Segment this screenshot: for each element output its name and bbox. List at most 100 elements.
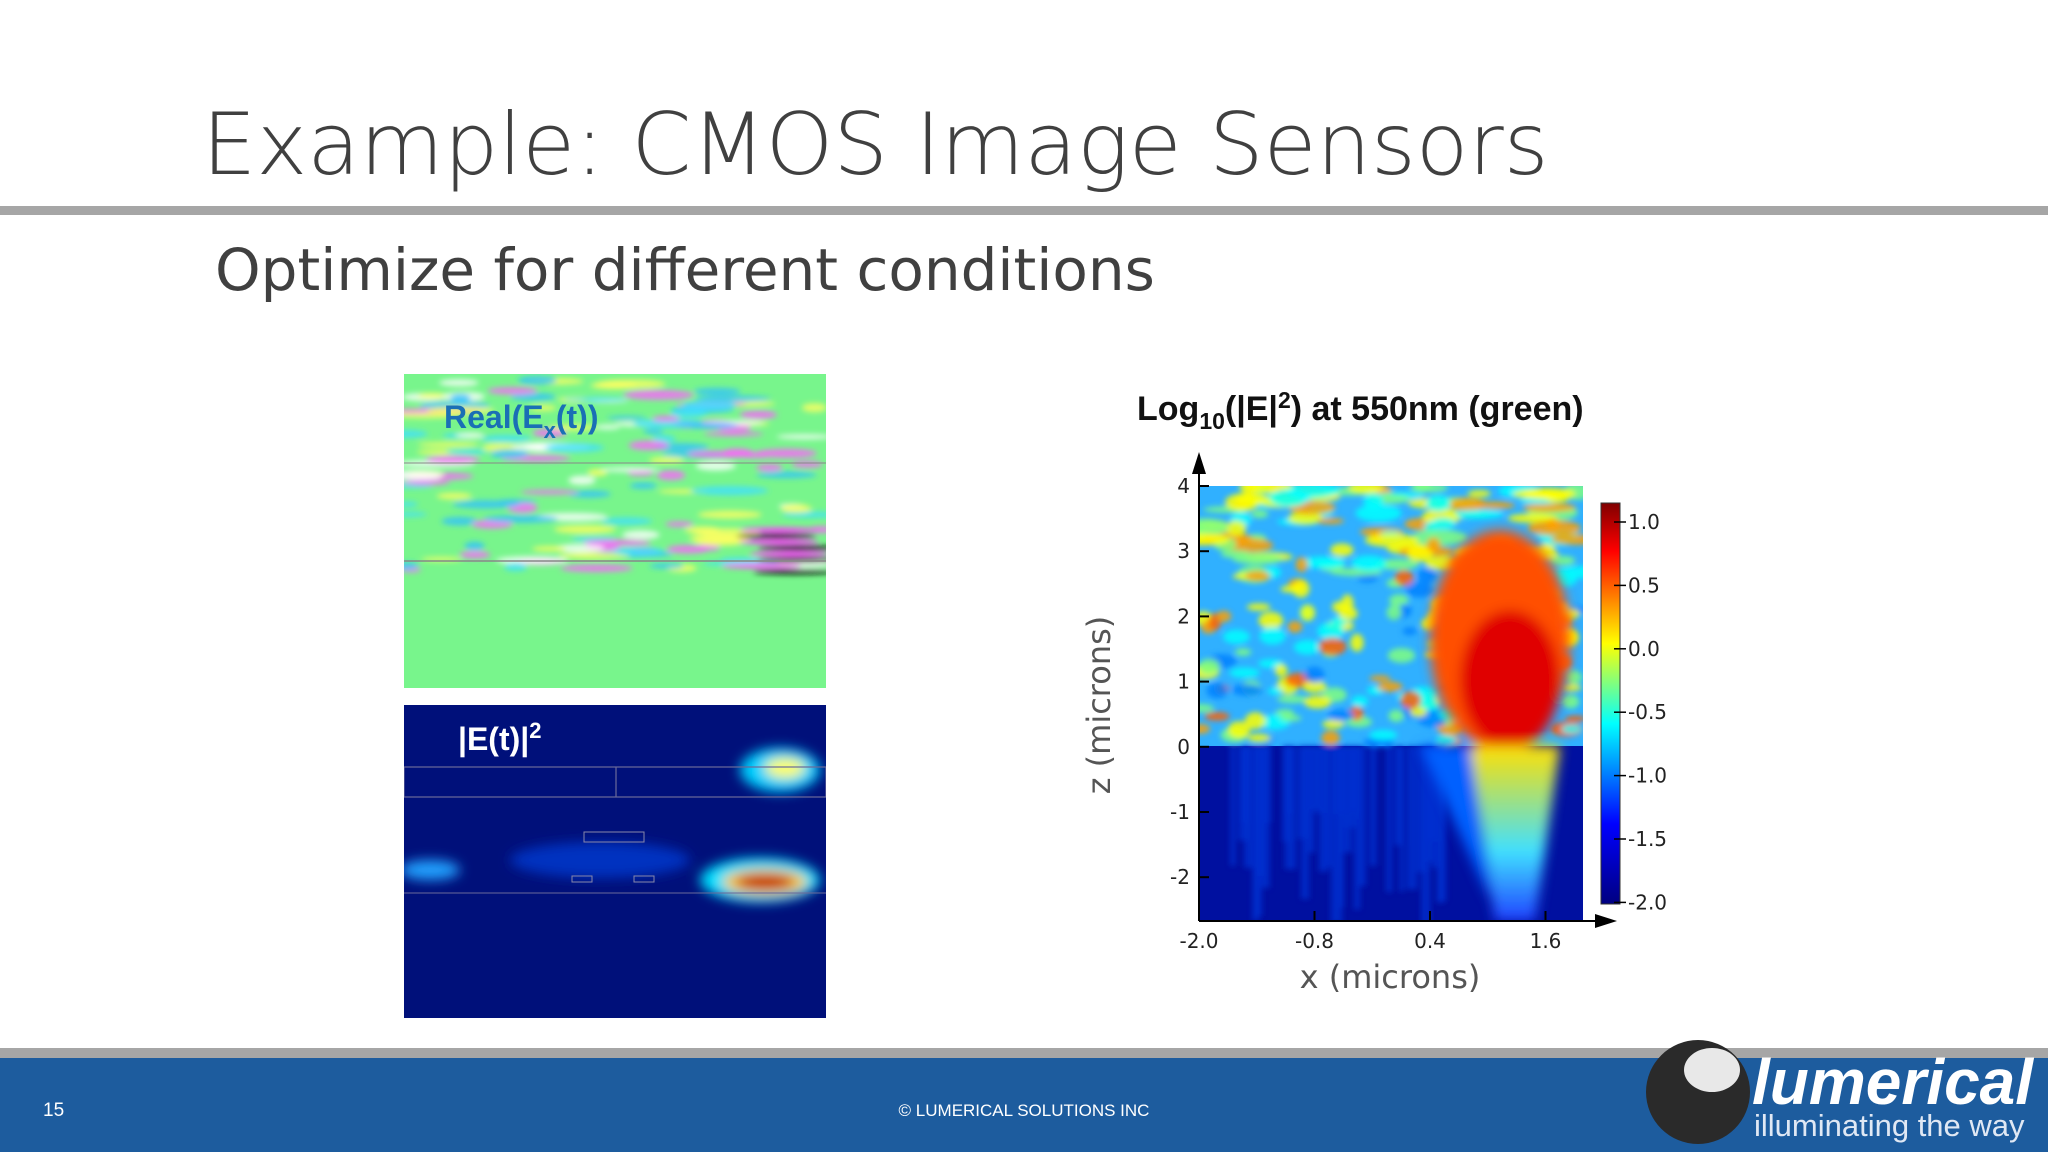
field-stripe (791, 461, 823, 468)
field-stripe (649, 456, 685, 464)
panel-real-field (404, 374, 826, 688)
heatmap-streak (1425, 746, 1434, 862)
heatmap-blob (1566, 670, 1583, 685)
field-stripe (736, 533, 817, 539)
field-stripe (583, 539, 652, 546)
heatmap-streak (1324, 746, 1332, 868)
heatmap-blob (1231, 683, 1263, 696)
logo-tagline: illuminating the way (1754, 1108, 2025, 1143)
structure (571, 875, 593, 883)
field-stripe (756, 471, 817, 479)
field-stripe (665, 521, 694, 527)
field-stripe (607, 415, 647, 421)
field-stripe (612, 546, 664, 556)
y-tick-label: -2 (1170, 865, 1190, 889)
heatmap-blob (1553, 566, 1583, 579)
field-stripe (721, 563, 802, 569)
x-tick-label: 0.4 (1414, 929, 1446, 953)
field-stripe (628, 440, 669, 450)
field-stripe (553, 525, 616, 534)
heatmap-streak (1230, 746, 1236, 866)
field-stripe (629, 482, 658, 489)
heatmap-blob (1394, 570, 1414, 586)
field-stripe (690, 486, 769, 496)
heatmap-blob (1351, 555, 1387, 571)
heatmap-blob (1298, 556, 1346, 569)
field-stripe (439, 379, 479, 387)
heatmap-blob (1522, 503, 1577, 512)
heatmap-blob (1545, 518, 1561, 531)
heatmap-blob (1316, 517, 1345, 525)
heatmap-blob (1435, 735, 1457, 746)
slide-title: Example: CMOS Image Sensors (202, 95, 1549, 195)
heatmap-blob (1327, 709, 1355, 721)
heatmap-blob (1245, 570, 1271, 582)
field-stripe (656, 470, 686, 480)
axis-arrow (1595, 914, 1617, 928)
heatmap-blob (1402, 627, 1417, 636)
field-stripe (649, 563, 685, 569)
field-stripe (749, 551, 826, 557)
field-stripe (697, 510, 762, 519)
heatmap-blob (1223, 629, 1250, 644)
x-axis-label: x (microns) (1300, 958, 1481, 996)
heatmap-blob (1259, 627, 1286, 645)
field-stripe (755, 448, 818, 458)
heatmap-blob (1204, 712, 1230, 721)
field-stripe (688, 534, 750, 543)
colorbar-tick-label: 0.0 (1628, 637, 1660, 661)
field-stripe (587, 468, 608, 477)
heatmap-blob (1199, 658, 1221, 675)
heatmap-blob (1400, 691, 1422, 709)
colorbar-tick-label: -0.5 (1628, 700, 1667, 724)
field-stripe (722, 448, 753, 458)
heatmap-blob (1225, 520, 1247, 537)
field-stripe (436, 492, 472, 500)
structure (583, 831, 645, 843)
x-tick-label: 1.6 (1530, 929, 1562, 953)
heatmap-streak (1344, 746, 1357, 828)
field-stripe (450, 393, 471, 403)
heatmap-blob (1244, 712, 1266, 730)
heatmap-blob (1246, 603, 1271, 611)
intensity-pattern (404, 748, 820, 902)
field-stripe (531, 546, 567, 552)
heatmap-blob (1467, 489, 1491, 498)
heatmap-blob (1287, 621, 1303, 633)
heatmap-blob (1426, 537, 1441, 552)
field-stripe (739, 527, 820, 533)
field-stripe (464, 541, 485, 551)
heatmap-blob (1507, 513, 1558, 523)
copyright: © LUMERICAL SOLUTIONS INC (899, 1101, 1150, 1120)
field-stripe (695, 460, 736, 471)
heatmap-blob (1303, 695, 1332, 709)
heatmap-blob (1300, 604, 1316, 622)
field-stripe (548, 424, 599, 431)
plot-title: Log10(|E|2) at 550nm (green) (1137, 387, 1584, 434)
heatmap-blob (1351, 695, 1369, 707)
field-stripe (562, 397, 629, 402)
field-stripe (557, 552, 630, 559)
heatmap-blob (1234, 492, 1267, 505)
heatmap (1199, 486, 1583, 921)
heatmap-blob (1363, 493, 1384, 510)
heatmap-blob (1448, 497, 1487, 511)
field-stripe (651, 434, 676, 443)
field-stripe (679, 422, 738, 429)
heatmap-blob (1387, 648, 1416, 663)
heatmap-blob (1247, 733, 1271, 742)
heatmap-streak (1255, 746, 1263, 917)
heatmap-streak (1386, 746, 1393, 893)
footer-rule (0, 1048, 2048, 1058)
heatmap-blob (1409, 486, 1449, 493)
y-axis-label: z (microns) (1080, 616, 1118, 795)
field-stripe (693, 387, 741, 396)
field-stripe (404, 562, 420, 570)
panel-label: Real(Ex(t)) (444, 399, 598, 443)
heatmap-blob (1417, 568, 1437, 584)
heatmap-streak (1261, 746, 1270, 888)
heatmap-blob (1277, 695, 1308, 704)
heatmap-blob (1341, 594, 1354, 613)
field-stripe (404, 501, 418, 507)
